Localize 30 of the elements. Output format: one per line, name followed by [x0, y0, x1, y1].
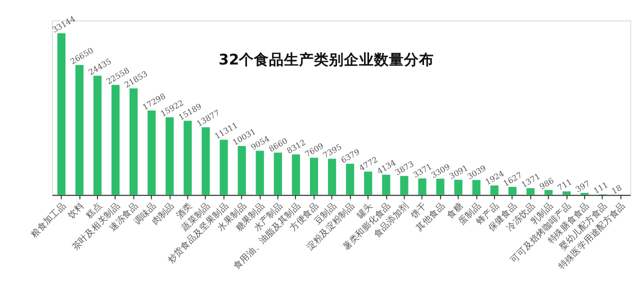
bar — [508, 186, 517, 195]
bar — [256, 150, 264, 195]
bar — [57, 33, 66, 195]
bar — [75, 64, 84, 195]
bar — [130, 88, 138, 195]
bar — [544, 190, 553, 195]
bar — [364, 172, 372, 195]
bar — [472, 180, 480, 195]
bar — [111, 84, 120, 195]
bar — [400, 176, 408, 195]
bar — [238, 146, 246, 195]
bar — [346, 164, 354, 195]
bar — [220, 140, 228, 195]
bar — [202, 127, 210, 195]
bar — [490, 185, 498, 195]
bar — [184, 120, 192, 195]
bar — [166, 117, 174, 195]
bar — [292, 154, 300, 195]
bar — [148, 110, 156, 195]
bar — [562, 191, 571, 195]
bar — [93, 76, 102, 195]
bar — [418, 178, 426, 195]
bar — [454, 180, 462, 195]
bar — [328, 158, 336, 195]
text: 32个食品生产类别企业数量分布 — [218, 51, 434, 68]
bar — [436, 178, 444, 195]
bar — [382, 174, 390, 195]
bar — [526, 188, 535, 195]
bar — [310, 158, 318, 195]
bar — [274, 152, 282, 195]
